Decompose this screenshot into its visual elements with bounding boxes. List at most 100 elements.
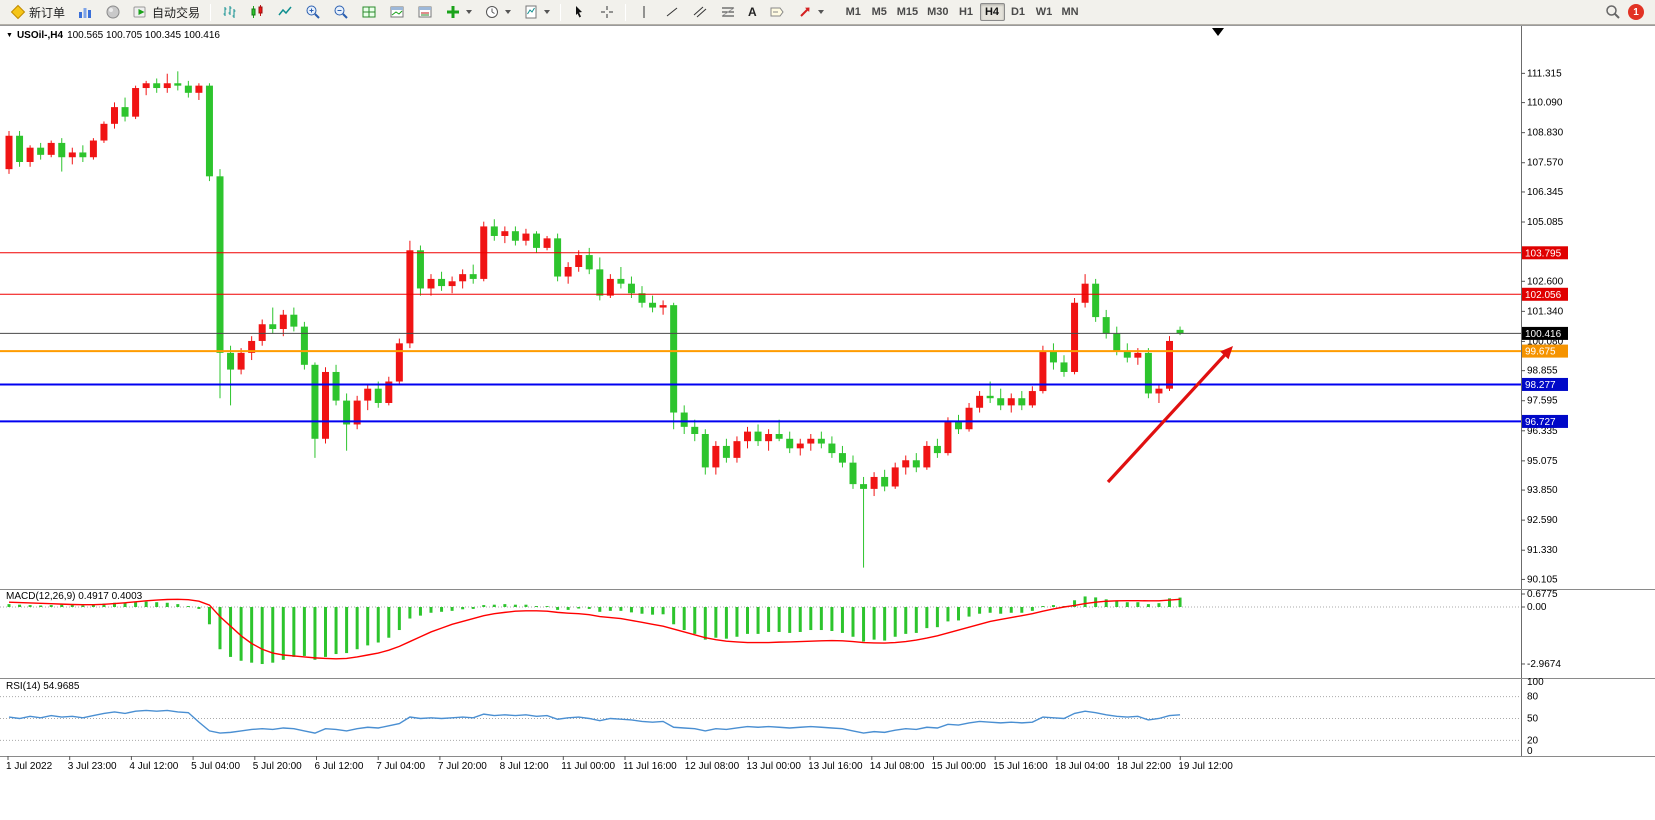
- candle: [163, 73, 171, 93]
- crosshair-tool-button[interactable]: [594, 2, 620, 23]
- time-axis-label: 15 Jul 00:00: [932, 761, 987, 772]
- zoom-in-button[interactable]: [300, 2, 326, 23]
- candle: [881, 469, 889, 492]
- candle: [121, 97, 129, 122]
- data-window-button[interactable]: [412, 2, 438, 23]
- channel-tool-button[interactable]: [687, 2, 713, 23]
- dropdown-caret-icon: [817, 10, 824, 14]
- dropdown-caret-icon: [505, 10, 512, 14]
- clock-icon: [486, 6, 499, 18]
- time-axis-label: 13 Jul 00:00: [746, 761, 801, 772]
- indicator-window-button[interactable]: [384, 2, 410, 23]
- market-watch-button[interactable]: [72, 2, 98, 23]
- time-axis-label: 19 Jul 12:00: [1178, 761, 1233, 772]
- time-axis-label: 18 Jul 22:00: [1117, 761, 1172, 772]
- price-axis-label: 96.335: [1527, 426, 1558, 437]
- crosshair-icon: [601, 6, 614, 18]
- candle: [258, 319, 266, 346]
- svg-text:99.675: 99.675: [1525, 347, 1556, 358]
- candle: [385, 376, 393, 406]
- candle: [79, 145, 87, 163]
- candle: [290, 307, 298, 332]
- text-icon: A: [748, 5, 757, 19]
- macd-axis-label: -2.9674: [1527, 659, 1561, 670]
- price-axis-label: 97.595: [1527, 396, 1558, 407]
- price-axis-label: 110.090: [1527, 98, 1563, 109]
- toolbar-separator: [210, 3, 212, 21]
- dropdown-caret-icon: [544, 10, 551, 14]
- timeframe-button-M5[interactable]: M5: [871, 6, 887, 18]
- arrow-annotation-head: [1220, 346, 1233, 360]
- rsi-value: 54.9685: [43, 681, 80, 692]
- candle: [89, 138, 97, 160]
- candle: [722, 438, 730, 463]
- timeframe-button-MN[interactable]: MN: [1061, 6, 1079, 18]
- svg-text:103.795: 103.795: [1525, 248, 1562, 259]
- candlestick-icon: [251, 5, 263, 18]
- vertical-line-tool-button[interactable]: [631, 2, 657, 23]
- text-tool-button[interactable]: A: [743, 2, 762, 23]
- arrows-tool-button[interactable]: [792, 2, 829, 23]
- symbol-dropdown-icon[interactable]: ▼: [6, 32, 13, 39]
- arrow-tool-icon: [799, 7, 810, 17]
- timeframe-button-M15[interactable]: M15: [896, 6, 919, 18]
- timeframe-button-D1[interactable]: D1: [1010, 6, 1026, 18]
- new-order-button[interactable]: 新订单: [5, 2, 70, 23]
- candles-layer: [5, 71, 1184, 568]
- line-chart-mode-button[interactable]: [272, 2, 298, 23]
- candle: [395, 338, 403, 384]
- fibonacci-tool-button[interactable]: [715, 2, 741, 23]
- auto-trading-button[interactable]: 自动交易: [128, 2, 205, 23]
- trendline-tool-button[interactable]: [659, 2, 685, 23]
- arrow-annotation[interactable]: [1106, 350, 1229, 484]
- timeframe-button-M30[interactable]: M30: [927, 6, 949, 18]
- timeframe-button-M1[interactable]: M1: [845, 6, 861, 18]
- rsi-axis-label: 80: [1527, 692, 1539, 703]
- bar-chart-mode-button[interactable]: [216, 2, 242, 23]
- candle: [955, 414, 962, 435]
- candle: [638, 286, 646, 308]
- candle: [1018, 391, 1026, 411]
- candle: [184, 80, 192, 98]
- candle: [765, 429, 773, 451]
- candle: [533, 231, 540, 253]
- cursor-tool-button[interactable]: [566, 2, 592, 23]
- new-order-label: 新订单: [29, 5, 66, 20]
- candle: [691, 419, 699, 442]
- candle: [754, 424, 762, 446]
- price-badge-103.795: 103.795: [1522, 246, 1568, 260]
- timeframe-button-W1[interactable]: W1: [1035, 6, 1053, 18]
- periods-button[interactable]: [479, 2, 516, 23]
- auto-trading-label: 自动交易: [152, 5, 201, 20]
- time-axis: 1 Jul 2022 3 Jul 23:00 4 Jul 12:00 5 Jul 04…: [6, 756, 1233, 772]
- text-label-tool-button[interactable]: [764, 2, 790, 23]
- time-axis-label: 5 Jul 04:00: [191, 761, 240, 772]
- add-indicator-icon: [447, 6, 460, 18]
- rsi-title: RSI(14): [6, 681, 41, 692]
- cursor-icon: [576, 6, 583, 18]
- line-chart-icon: [278, 6, 292, 16]
- candle: [438, 271, 446, 291]
- navigator-button[interactable]: [100, 2, 126, 23]
- time-axis-label: 13 Jul 16:00: [808, 761, 863, 772]
- timeframe-button-H4[interactable]: H4: [979, 3, 1005, 21]
- rsi-line: [8, 709, 1181, 734]
- templates-button[interactable]: [518, 2, 555, 23]
- candle: [427, 274, 435, 296]
- zoom-out-icon: [334, 5, 348, 19]
- symbol-name: USOil-,H4: [16, 30, 64, 41]
- tile-windows-icon: [362, 6, 376, 18]
- candlestick-mode-button[interactable]: [244, 2, 270, 23]
- chart-shift-marker[interactable]: [1212, 28, 1224, 36]
- timeframe-button-H1[interactable]: H1: [958, 6, 974, 18]
- tile-windows-button[interactable]: [356, 2, 382, 23]
- candle: [786, 431, 794, 454]
- zoom-out-button[interactable]: [328, 2, 354, 23]
- price-badge-96.727: 96.727: [1522, 414, 1568, 428]
- candle: [575, 250, 583, 272]
- notification-badge[interactable]: 1: [1628, 4, 1644, 20]
- search-button[interactable]: [1600, 2, 1626, 23]
- add-indicator-button[interactable]: [440, 2, 477, 23]
- candle: [933, 438, 941, 458]
- candle: [1123, 343, 1131, 363]
